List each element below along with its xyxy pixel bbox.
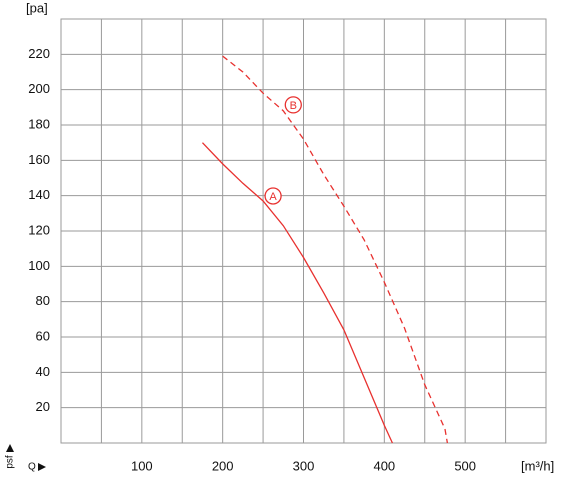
y-tick-label: 20 [36, 399, 50, 414]
series-line [222, 55, 449, 444]
y-tick-label: 220 [28, 46, 50, 61]
y-tick-label: 40 [36, 364, 50, 379]
x-tick-label: 200 [212, 458, 234, 473]
y-arrow [6, 444, 14, 452]
y-tick-label: 160 [28, 152, 50, 167]
y-tick-label: 60 [36, 328, 50, 343]
x-axis-label: [m³/h] [521, 458, 554, 473]
y-tick-label: 80 [36, 293, 50, 308]
series-name: B [290, 100, 297, 112]
x-tick-label: 100 [131, 458, 153, 473]
y-symbol: psf [5, 455, 16, 469]
x-tick-label: 300 [293, 458, 315, 473]
y-tick-label: 120 [28, 222, 50, 237]
y-tick-label: 140 [28, 187, 50, 202]
series-line [201, 142, 394, 444]
x-tick-label: 500 [454, 458, 476, 473]
series-marker-circle [284, 96, 302, 114]
x-symbol: Q [28, 462, 36, 473]
y-axis-label: [pa] [26, 0, 48, 15]
y-tick-label: 100 [28, 258, 50, 273]
y-tick-label: 180 [28, 116, 50, 131]
x-tick-label: 400 [373, 458, 395, 473]
y-tick-label: 200 [28, 81, 50, 96]
x-arrow [38, 463, 46, 471]
series-marker-circle [264, 187, 282, 205]
series-name: A [269, 191, 277, 203]
